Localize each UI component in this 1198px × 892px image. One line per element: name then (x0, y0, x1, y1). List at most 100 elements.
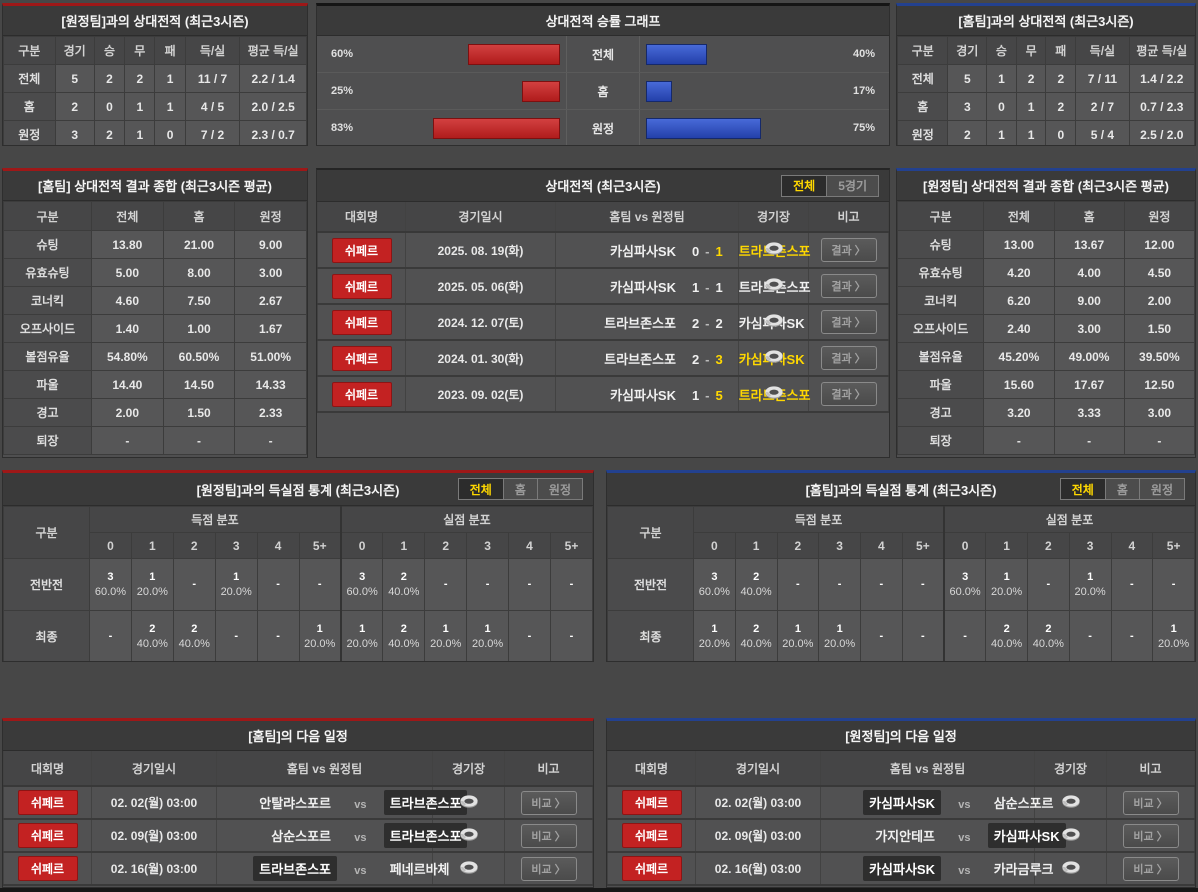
league-badge: 쉬페르 (621, 856, 682, 881)
table-row: 홈 3 0 1 2 2 / 7 0.7 / 2.3 (897, 92, 1195, 121)
score-separator: - (705, 243, 710, 259)
cell: 0 (93, 92, 126, 121)
panel-summary-home: [홈팀] 상대전적 결과 종합 (최근3시즌 평균) 구분 전체 홈 원정 슈팅… (2, 168, 308, 458)
compare-button[interactable]: 비교 〉 (520, 856, 577, 881)
compare-button[interactable]: 비교 〉 (520, 790, 577, 815)
cell: 0.7 / 2.3 (1128, 92, 1195, 121)
row-header: 파울 (897, 370, 985, 399)
scored-cell: - (818, 558, 861, 611)
conceded-cell: 2 40.0% (382, 610, 426, 661)
conceded-cell: - (1110, 610, 1154, 661)
match-filter-tabs: 전체 5경기 (781, 174, 879, 197)
conceded-cell: - (1027, 558, 1070, 611)
stadium-cell (1034, 852, 1107, 885)
conceded-group-header: 실점 분포 (943, 506, 1195, 533)
table-header-row: 구분 경기 승 무 패 득/실 평균 득/실 (897, 36, 1195, 65)
summary-away-table: 구분 전체 홈 원정 슈팅 13.00 13.67 12.00 유효슈팅 4.2… (897, 201, 1195, 455)
tab-away[interactable]: 원정 (1138, 478, 1185, 500)
scored-cell: 1 20.0% (298, 610, 342, 661)
cell: 60.50% (162, 342, 236, 371)
away-score: 5 (715, 387, 723, 403)
scored-cell: - (256, 610, 300, 661)
column-header: 승 (93, 36, 126, 65)
cell: 1 (986, 64, 1017, 93)
h2h-home-table: 구분 경기 승 무 패 득/실 평균 득/실 전체 5 1 2 2 7 / 11… (897, 36, 1195, 145)
tab-away[interactable]: 원정 (536, 478, 583, 500)
conceded-cell: 3 60.0% (339, 558, 384, 611)
table-row: 오프사이드 2.40 3.00 1.50 (897, 314, 1195, 343)
home-bar-track (401, 110, 566, 145)
column-header: 구분 (3, 36, 56, 65)
note-cell: 결과 〉 (808, 340, 889, 376)
result-button[interactable]: 결과 〉 (820, 310, 877, 334)
group-header-row: 구분 득점 분포 실점 분포 (3, 506, 593, 559)
column-header: 경기장 (432, 751, 505, 786)
away-team-label: 삼순스포르 (993, 796, 1054, 811)
row-header: 볼점유율 (897, 342, 985, 371)
panel-title: [원정팀]과의 상대전적 (최근3시즌) (3, 6, 307, 36)
stadium-cell (432, 852, 505, 885)
goal-count-header: 1 (985, 532, 1028, 559)
note-cell: 비교 〉 (504, 852, 593, 885)
tab-last5[interactable]: 5경기 (826, 174, 879, 197)
column-header: 대회명 (317, 202, 406, 232)
cell: 1 (1015, 120, 1047, 145)
panel-title: [홈팀] 상대전적 결과 종합 (최근3시즌 평균) (3, 171, 307, 201)
panel-schedule-away: [원정팀]의 다음 일정 대회명 경기일시 홈팀 vs 원정팀 경기장 비고 쉬… (606, 718, 1196, 888)
home-win-bar (521, 80, 560, 102)
compare-button[interactable]: 비교 〉 (1122, 790, 1179, 815)
cell: 0 (154, 120, 186, 145)
compare-button[interactable]: 비교 〉 (520, 823, 577, 848)
column-header: 비고 (1106, 751, 1195, 786)
cell: 14.40 (91, 370, 164, 399)
table-row: 전체 5 2 2 1 11 / 7 2.2 / 1.4 (3, 64, 307, 93)
panel-goal-stats-vs-away: [원정팀]과의 득실점 통계 (최근3시즌) 전체 홈 원정 구분 득점 분포 … (2, 470, 594, 662)
tab-all[interactable]: 전체 (457, 478, 504, 500)
match-datetime: 2025. 05. 06(화) (405, 268, 556, 304)
match-datetime: 02. 16(월) 03:00 (695, 852, 821, 885)
cell: 1.67 (234, 314, 307, 343)
home-team-name: 트라브존스포 (219, 856, 337, 881)
stadium-cell (738, 340, 809, 376)
chart-row: 83% 원정 75% (317, 110, 889, 145)
result-button[interactable]: 결과 〉 (820, 274, 877, 298)
note-cell: 결과 〉 (808, 268, 889, 304)
goal-stats-row: 전반전 3 60.0% 2 40.0% - - - - 3 60.0% 1 20… (607, 558, 1195, 611)
winrate-bar-chart: 60% 전체 40% 25% 홈 17% 83% 원정 75% (317, 36, 889, 145)
cell: - (91, 426, 164, 455)
match-datetime: 02. 09(월) 03:00 (695, 819, 821, 852)
home-team-name: 카심파사SK (610, 387, 676, 403)
goal-stats-away-table: 구분 득점 분포 실점 분포 0 1 2 3 4 5+ 0 1 2 3 4 5+… (3, 506, 593, 661)
column-header: 경기 (54, 36, 95, 65)
schedule-row: 쉬페르 02. 16(월) 03:00 카심파사SK vs 카라금루크 비교 〉 (607, 852, 1195, 885)
tab-all[interactable]: 전체 (1059, 478, 1106, 500)
tab-all[interactable]: 전체 (781, 174, 828, 197)
stadium-icon (1061, 827, 1081, 842)
goal-count-header: 5+ (1152, 532, 1195, 559)
stadium-icon (459, 794, 479, 809)
result-button[interactable]: 결과 〉 (820, 382, 877, 406)
cell: 13.00 (983, 230, 1055, 259)
compare-button[interactable]: 비교 〉 (1122, 856, 1179, 881)
panel-h2h-vs-away: [원정팀]과의 상대전적 (최근3시즌) 구분 경기 승 무 패 득/실 평균 … (2, 3, 308, 146)
goal-count-header: 3 (1068, 532, 1112, 559)
column-header: 원정 (1123, 201, 1195, 231)
goal-stats-row: 최종 1 20.0% 2 40.0% 1 20.0% 1 20.0% - - -… (607, 610, 1195, 661)
cell: 2 / 7 (1075, 92, 1130, 121)
stadium-cell (738, 304, 809, 340)
vs-label: vs (958, 799, 971, 811)
cell: 0 (1045, 120, 1077, 145)
column-header: 홈 (162, 201, 236, 231)
result-button[interactable]: 결과 〉 (820, 238, 877, 262)
tab-home[interactable]: 홈 (502, 478, 538, 500)
league-cell: 쉬페르 (3, 819, 92, 852)
compare-button[interactable]: 비교 〉 (1122, 823, 1179, 848)
row-header: 경고 (897, 398, 985, 427)
home-score: 2 (691, 315, 700, 331)
table-body: 전체 5 1 2 2 7 / 11 1.4 / 2.2 홈 3 0 1 2 2 … (897, 64, 1195, 145)
panel-summary-away: [원정팀] 상대전적 결과 종합 (최근3시즌 평균) 구분 전체 홈 원정 슈… (896, 168, 1196, 458)
home-team-name: 삼순스포르 (219, 823, 337, 848)
result-button[interactable]: 결과 〉 (820, 346, 877, 370)
tab-home[interactable]: 홈 (1104, 478, 1140, 500)
goal-count-header: 3 (466, 532, 510, 559)
